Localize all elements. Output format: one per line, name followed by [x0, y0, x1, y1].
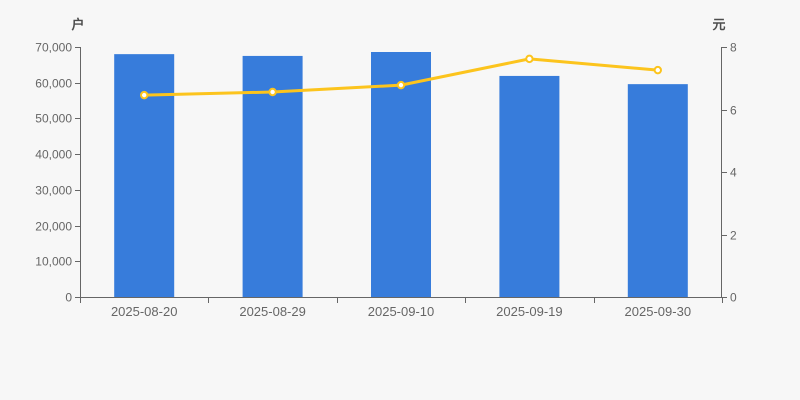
x-axis-category-label: 2025-09-30	[625, 304, 692, 319]
right-axis-tick-label: 0	[730, 291, 737, 305]
right-axis-tick-label: 8	[730, 41, 737, 55]
left-axis-tick-label: 40,000	[35, 148, 72, 162]
x-axis-category-label: 2025-09-10	[368, 304, 435, 319]
x-axis-category-label: 2025-09-19	[496, 304, 563, 319]
right-axis-unit-label: 元	[712, 17, 725, 32]
price-point-marker[interactable]	[653, 65, 662, 75]
left-axis-tick-label: 60,000	[35, 77, 72, 91]
price-point-marker[interactable]	[396, 80, 406, 90]
holder-count-bar[interactable]	[499, 75, 560, 297]
right-axis-tick-label: 4	[730, 166, 737, 180]
price-point-marker[interactable]	[268, 87, 277, 97]
left-axis-tick-label: 20,000	[35, 220, 72, 234]
holder-count-bar[interactable]	[627, 84, 688, 298]
left-axis-tick-label: 30,000	[35, 184, 72, 198]
left-axis-tick-label: 0	[65, 291, 72, 305]
x-axis-category-label: 2025-08-20	[111, 304, 178, 319]
left-axis-tick-label: 50,000	[35, 112, 72, 126]
left-axis-unit-label: 户	[71, 17, 84, 32]
price-point-marker[interactable]	[525, 54, 534, 64]
price-point-marker[interactable]	[140, 90, 149, 100]
left-axis-tick-label: 10,000	[35, 255, 72, 269]
right-axis-tick-label: 2	[730, 229, 737, 243]
left-axis-tick-label: 70,000	[35, 41, 72, 55]
right-axis-tick-label: 6	[730, 104, 737, 118]
holder-count-bar[interactable]	[114, 54, 175, 298]
x-axis-category-label: 2025-08-29	[239, 304, 306, 319]
holder-count-bar[interactable]	[371, 52, 431, 297]
